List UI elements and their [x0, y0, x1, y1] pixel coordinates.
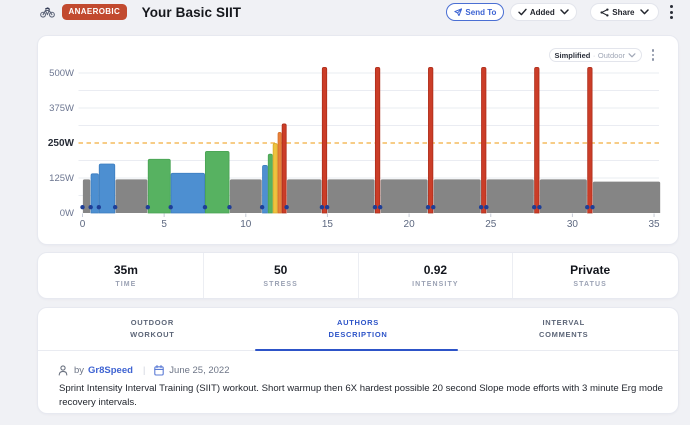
send-to-label: Send To — [465, 7, 497, 17]
stat-intensity: 0.92 INTENSITY — [357, 253, 513, 298]
stat-status: Private STATUS — [512, 253, 667, 298]
stat-stress-label: STRESS — [263, 281, 298, 288]
svg-text:0W: 0W — [60, 208, 74, 219]
stat-intensity-value: 0.92 — [423, 263, 448, 277]
page-header: ANAEROBIC Your Basic SIIT Send To Added — [0, 0, 690, 28]
chevron-down-icon — [560, 9, 569, 15]
chart-mode-separator: · — [592, 50, 596, 60]
chart-mode-secondary: Outdoor — [597, 50, 625, 60]
stat-time-value: 35m — [113, 263, 138, 277]
bicycle-icon — [40, 7, 55, 18]
svg-text:250W: 250W — [48, 138, 75, 149]
svg-text:10: 10 — [240, 219, 252, 230]
tab-label-line: WORKOUT — [130, 330, 175, 339]
tab-label-line: INTERVAL — [542, 317, 585, 327]
workout-description: Sprint Intensity Interval Training (SIIT… — [59, 383, 663, 408]
tab-label-line: DESCRIPTION — [328, 330, 388, 339]
chart-overflow-menu-icon[interactable] — [648, 47, 659, 63]
chart-controls: Simplified · Outdoor — [548, 47, 659, 63]
meta-divider: | — [142, 365, 146, 375]
svg-text:30: 30 — [567, 219, 579, 230]
share-button[interactable]: Share — [590, 3, 659, 21]
person-icon — [58, 364, 68, 376]
workout-stats-card: 35m TIME 50 STRESS 0.92 INTENSITY Privat… — [37, 252, 679, 299]
chevron-down-icon — [628, 52, 635, 57]
svg-text:125W: 125W — [49, 173, 74, 184]
svg-text:20: 20 — [404, 219, 416, 230]
workout-power-chart[interactable]: 0W 125W 250W 375W 500W 0 5 10 15 20 25 30 35 — [38, 36, 678, 244]
workout-type-badge: ANAEROBIC — [62, 3, 127, 21]
stat-status-value: Private — [570, 263, 611, 277]
calendar-icon — [154, 364, 165, 376]
svg-text:5: 5 — [161, 219, 167, 230]
tab-interval-comments[interactable]: INTERVAL COMMENTS — [461, 308, 667, 350]
stat-intensity-label: INTENSITY — [412, 281, 459, 288]
check-icon — [518, 8, 527, 16]
tab-label-line: AUTHORS — [337, 317, 379, 327]
tab-label-line: COMMENTS — [539, 330, 589, 339]
chevron-down-icon — [639, 9, 649, 15]
send-to-button[interactable]: Send To — [446, 3, 504, 21]
send-icon — [454, 8, 463, 16]
tab-outdoor-workout[interactable]: OUTDOOR WORKOUT — [50, 308, 256, 350]
svg-text:375W: 375W — [49, 103, 74, 114]
added-label: Added — [529, 7, 555, 17]
stat-time: 35m TIME — [49, 253, 203, 298]
stat-stress-value: 50 — [273, 263, 288, 277]
share-label: Share — [612, 7, 635, 17]
stat-status-label: STATUS — [573, 281, 607, 288]
stat-time-label: TIME — [115, 281, 137, 288]
chart-mode-toggle[interactable]: Simplified · Outdoor — [548, 48, 642, 62]
svg-text:15: 15 — [322, 219, 334, 230]
workout-details-card: OUTDOOR WORKOUT AUTHORS DESCRIPTION INTE… — [37, 307, 679, 414]
header-actions: Send To Added Share — [446, 3, 677, 21]
tab-label-line: OUTDOOR — [130, 317, 174, 327]
stat-stress: 50 STRESS — [202, 253, 358, 298]
page-title: Your Basic SIIT — [141, 4, 242, 20]
svg-text:25: 25 — [485, 219, 497, 230]
by-label: by — [74, 364, 85, 376]
tab-authors-description[interactable]: AUTHORS DESCRIPTION — [255, 308, 461, 351]
workout-chart-card: Simplified · Outdoor 0W 125W 250W 375W 500W 0… — [37, 35, 679, 245]
svg-text:0: 0 — [80, 219, 86, 230]
workout-date: June 25, 2022 — [169, 364, 230, 376]
svg-text:35: 35 — [648, 219, 660, 230]
svg-text:500W: 500W — [49, 68, 74, 79]
chart-mode-primary: Simplified — [554, 50, 591, 60]
share-icon — [600, 7, 609, 17]
header-left-group: ANAEROBIC Your Basic SIIT — [38, 0, 241, 24]
added-button[interactable]: Added — [509, 3, 577, 21]
author-meta-row: by Gr8Speed | June 25, 2022 — [58, 363, 230, 377]
tabs-bar: OUTDOOR WORKOUT AUTHORS DESCRIPTION INTE… — [38, 308, 678, 351]
header-overflow-menu-icon[interactable] — [666, 2, 677, 22]
author-link[interactable]: Gr8Speed — [88, 364, 133, 376]
